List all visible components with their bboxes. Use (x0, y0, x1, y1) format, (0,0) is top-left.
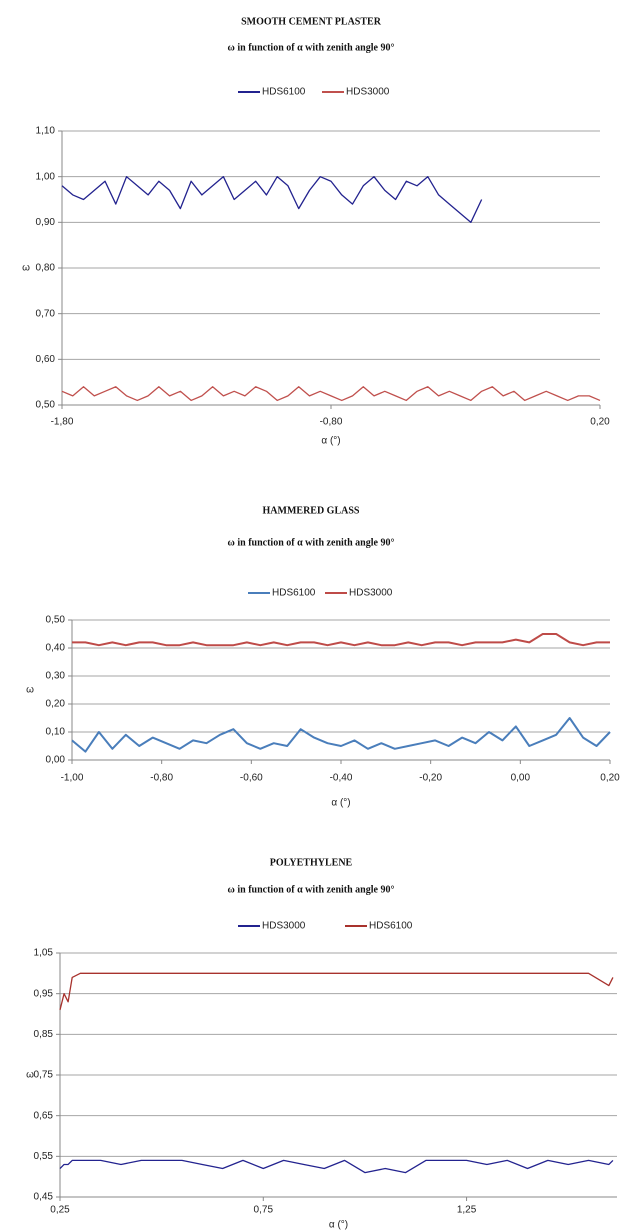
y-tick-label: 0,60 (36, 354, 56, 365)
y-tick-label: 0,20 (46, 699, 66, 710)
data-line (71, 717, 611, 753)
x-tick-label: -1,80 (51, 417, 74, 428)
y-tick-label: 1,05 (34, 948, 54, 959)
y-tick-label: 0,55 (34, 1151, 54, 1162)
y-axis-title: ω (26, 685, 34, 696)
x-axis-title: α (°) (331, 798, 350, 809)
chart-title: SMOOTH CEMENT PLASTER (241, 16, 382, 27)
data-line (61, 176, 483, 223)
y-tick-label: 0,65 (34, 1110, 54, 1121)
chart-title: POLYETHYLENE (270, 857, 353, 868)
chart-subtitle: ω in function of α with zenith angle 90° (228, 42, 395, 53)
y-tick-label: 0,00 (46, 755, 66, 766)
y-tick-label: 0,85 (34, 1029, 54, 1040)
y-tick-label: 0,40 (46, 643, 66, 654)
x-tick-label: -0,80 (150, 773, 173, 784)
x-axis-title: α (°) (329, 1220, 348, 1231)
data-line (61, 386, 601, 402)
y-tick-label: 1,00 (36, 171, 56, 182)
y-tick-label: 0,50 (46, 615, 66, 626)
x-tick-label: 0,75 (254, 1205, 274, 1216)
y-tick-label: 1,10 (36, 126, 56, 137)
x-axis-title: α (°) (321, 436, 340, 447)
y-tick-label: 0,50 (36, 400, 56, 411)
y-tick-label: 0,10 (46, 727, 66, 738)
x-tick-label: 0,00 (511, 773, 531, 784)
y-axis-title: ω (26, 1070, 34, 1081)
legend-label: HDS3000 (346, 87, 390, 98)
y-tick-label: 0,90 (36, 217, 56, 228)
y-tick-label: 0,95 (34, 988, 54, 999)
chart-subtitle: ω in function of α with zenith angle 90° (228, 884, 395, 895)
legend-label: HDS6100 (262, 87, 306, 98)
legend-label: HDS6100 (272, 588, 316, 599)
data-line (59, 972, 614, 1011)
y-axis-title: ω (22, 263, 30, 274)
x-tick-label: -0,20 (419, 773, 442, 784)
x-tick-label: 0,20 (600, 773, 620, 784)
data-line (59, 1159, 614, 1174)
y-tick-label: 0,75 (34, 1070, 54, 1081)
legend-label: HDS6100 (369, 921, 413, 932)
y-tick-label: 0,70 (36, 308, 56, 319)
x-tick-label: -1,00 (61, 773, 84, 784)
x-tick-label: -0,40 (330, 773, 353, 784)
x-tick-label: 0,20 (590, 417, 610, 428)
data-line (72, 633, 610, 647)
y-tick-label: 0,30 (46, 671, 66, 682)
x-tick-label: -0,80 (320, 417, 343, 428)
x-tick-label: 1,25 (457, 1205, 477, 1216)
y-tick-label: 0,80 (36, 263, 56, 274)
legend-label: HDS3000 (262, 921, 306, 932)
y-tick-label: 0,45 (34, 1192, 54, 1203)
legend-label: HDS3000 (349, 588, 393, 599)
x-tick-label: 0,25 (50, 1205, 70, 1216)
x-tick-label: -0,60 (240, 773, 263, 784)
chart-title: HAMMERED GLASS (263, 505, 360, 516)
chart-subtitle: ω in function of α with zenith angle 90° (228, 537, 395, 548)
